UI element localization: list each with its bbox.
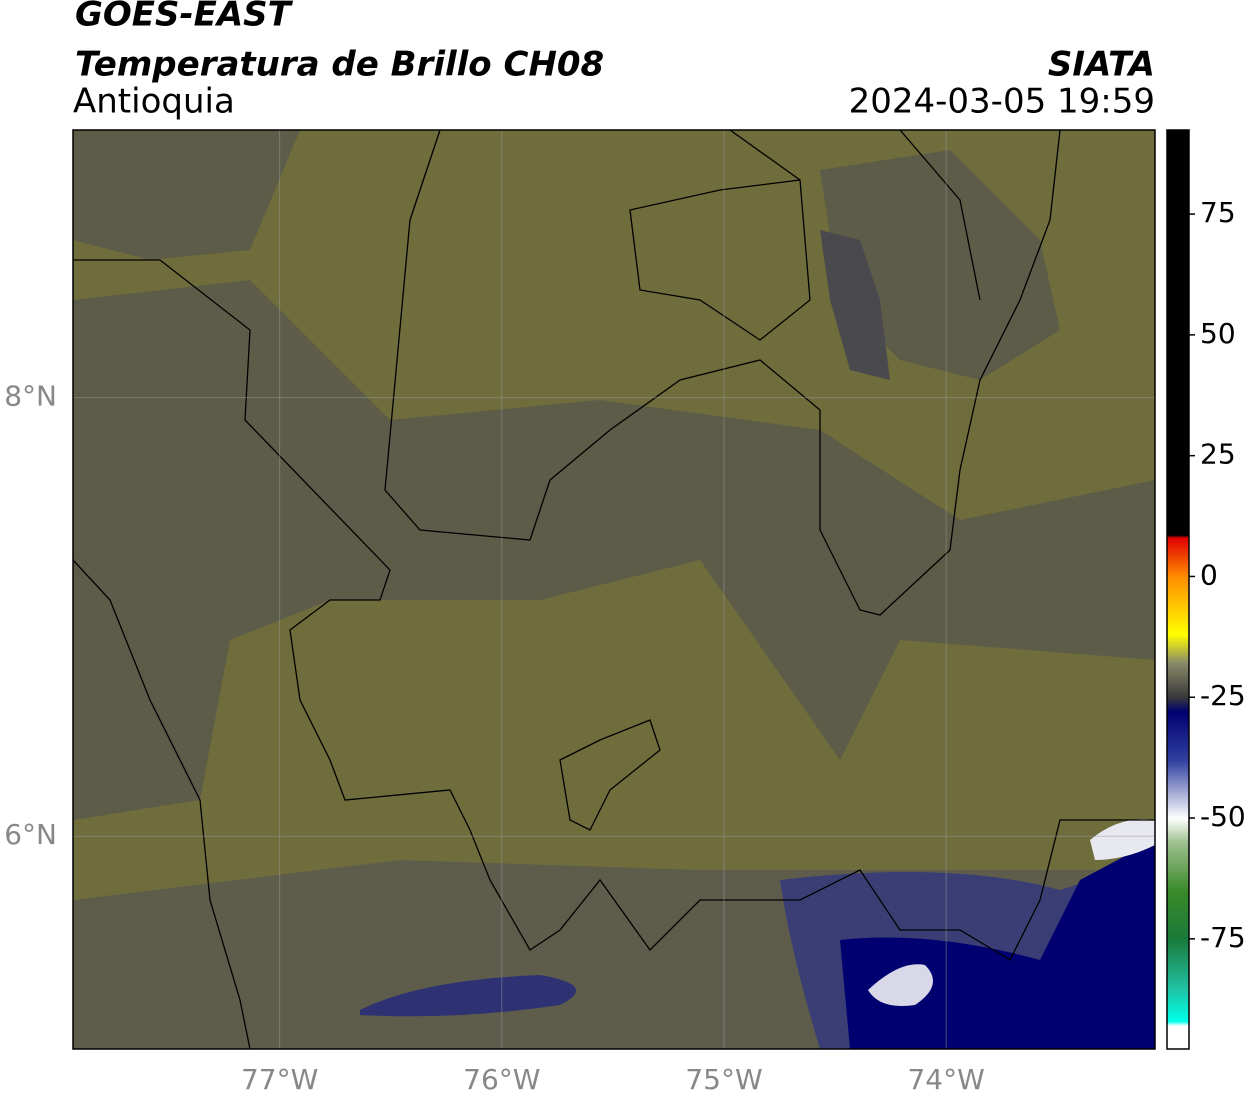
y-tick-label: 6°N bbox=[4, 818, 57, 851]
x-tick-label: 75°W bbox=[685, 1063, 762, 1096]
colorbar bbox=[1166, 129, 1190, 1050]
x-tick-label: 74°W bbox=[907, 1063, 984, 1096]
colorbar-tick-label: 25 bbox=[1200, 438, 1236, 471]
colorbar-tick-label: -25 bbox=[1200, 679, 1246, 712]
colorbar-tick-label: -50 bbox=[1200, 800, 1246, 833]
colorbar-tick-label: 75 bbox=[1200, 196, 1236, 229]
colorbar-tick-label: -75 bbox=[1200, 921, 1246, 954]
map-image bbox=[73, 130, 1155, 1049]
y-tick-label: 8°N bbox=[4, 380, 57, 413]
x-tick-label: 77°W bbox=[241, 1063, 318, 1096]
axes: 77°W 76°W 75°W 74°W 8°N 6°N 75 50 25 0 -25 -50 -75 bbox=[4, 130, 1246, 1096]
subtitle: Temperatura de Brillo CH08 bbox=[75, 45, 604, 85]
colorbar-tick-label: 50 bbox=[1200, 317, 1236, 350]
x-tick-label: 76°W bbox=[463, 1063, 540, 1096]
datetime: 2024-03-05 19:59 bbox=[849, 82, 1155, 122]
source: SIATA bbox=[1048, 45, 1155, 85]
colorbar-tick-label: 0 bbox=[1200, 558, 1218, 591]
map-frame bbox=[72, 129, 1156, 1050]
region: Antioquia bbox=[73, 82, 235, 122]
title: GOES-EAST bbox=[75, 0, 294, 35]
